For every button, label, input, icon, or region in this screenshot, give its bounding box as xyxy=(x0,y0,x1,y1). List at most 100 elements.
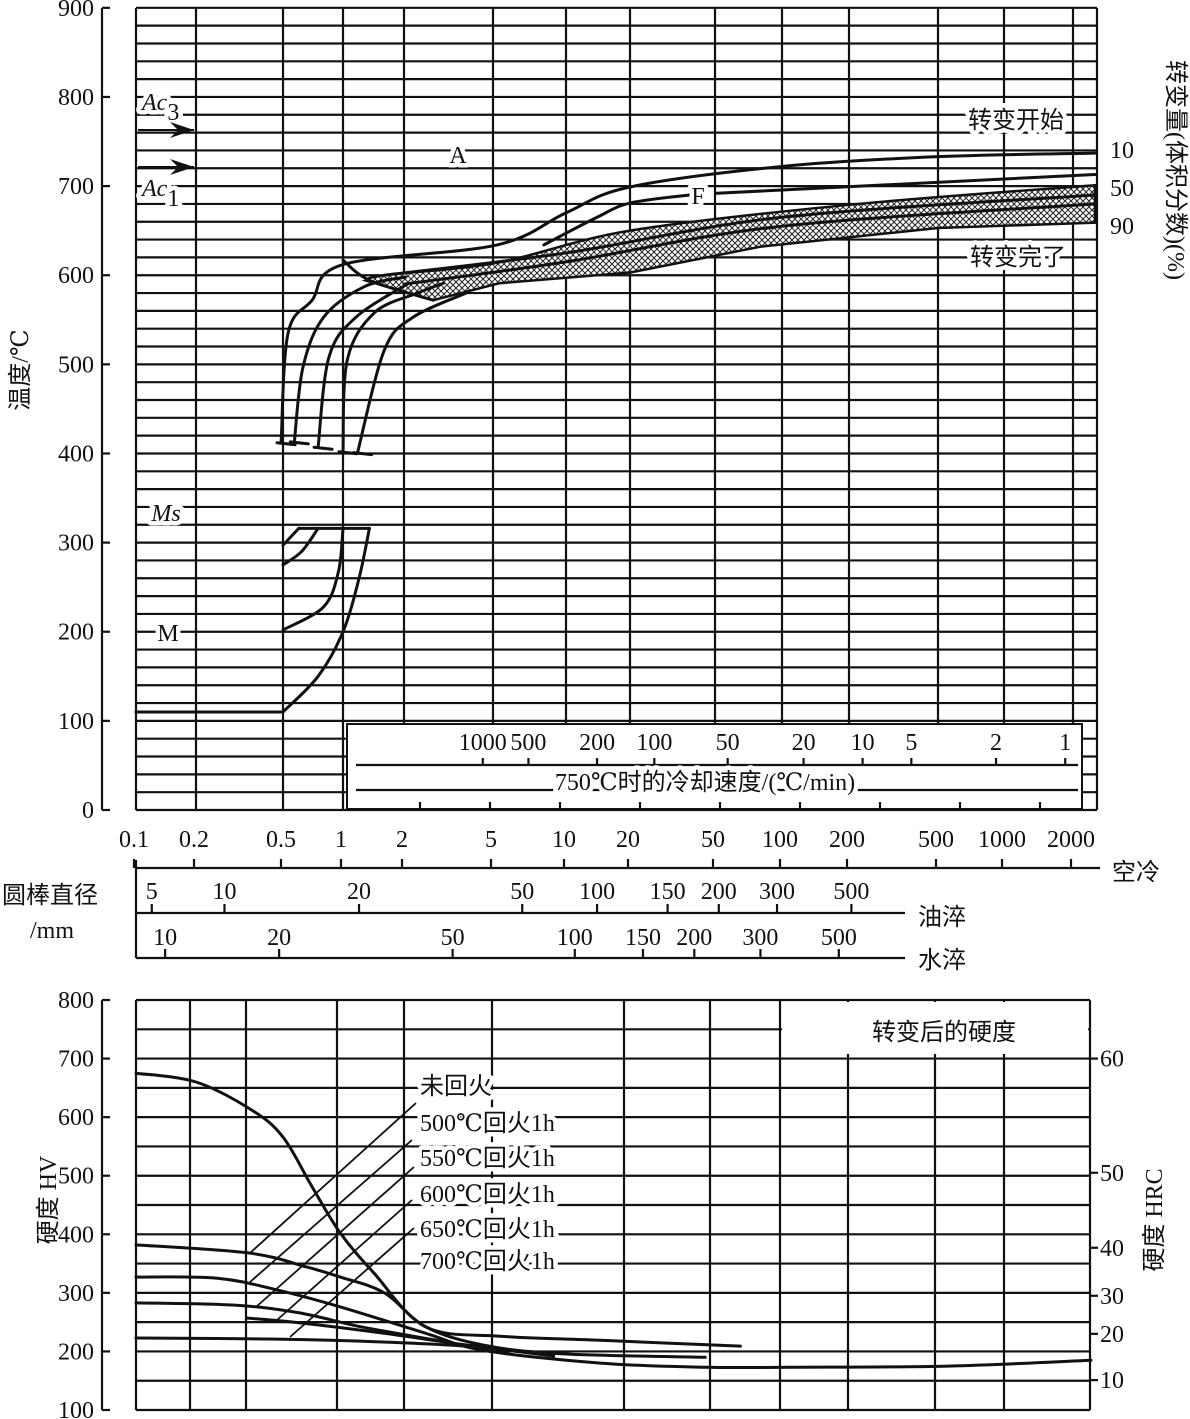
hardness-chart: 转变后的硬度 100 200 300 400 500 600 700 800 60 50 40 30 20… xyxy=(35,988,1168,1419)
hardness-curve-5 xyxy=(134,1336,556,1358)
cct-chart: 0 100 200 300 400 500 600 700 800 900 温度/℃ 转变量(体积分数… xyxy=(7,0,1189,824)
ac1-label: Ac1 xyxy=(140,176,179,212)
curve-ferrite-50-b xyxy=(715,173,1097,195)
curve-martensite-4 xyxy=(281,526,371,714)
scale-tick-label-air-cool: 500 xyxy=(918,827,954,853)
curve-end-tick xyxy=(312,445,334,451)
scale-tick-label-air-cool: 20 xyxy=(616,827,640,853)
scale-name-air-cool: 空冷 xyxy=(1112,859,1160,886)
scale-tick-label-air-cool: 200 xyxy=(829,827,865,853)
transformation-end-label: 转变完了 xyxy=(970,244,1066,271)
cooling-rate-tick-label: 10 xyxy=(851,730,875,756)
scale-tick-label-water-quench: 100 xyxy=(557,925,593,951)
cooling-rate-tick-label: 20 xyxy=(792,730,816,756)
scale-tick-label-air-cool: 0.5 xyxy=(266,827,296,853)
hv-tick-label: 700 xyxy=(58,1047,94,1073)
y-tick-label: 200 xyxy=(58,620,94,646)
hardness-curve-1 xyxy=(134,1243,707,1359)
scale-tick-label-oil-quench: 500 xyxy=(833,879,869,905)
hrc-axis-title: 硬度 HRC xyxy=(1141,1168,1168,1271)
scale-tick-label-oil-quench: 100 xyxy=(579,879,615,905)
diameter-scales: 0.1 0.2 0.5 1 2 5 10 20 50 100 200 500 1000 2000 5 10 20… xyxy=(2,827,1160,974)
legend-label: 500℃回火1h xyxy=(420,1111,555,1137)
cooling-rate-tick-label: 1 xyxy=(1059,730,1071,756)
curve-knee-line xyxy=(341,258,435,302)
hv-tick-label: 600 xyxy=(58,1105,94,1131)
curve-martensite-1 xyxy=(281,526,301,547)
scale-tick-label-air-cool: 10 xyxy=(552,827,576,853)
scale-tick-label-air-cool: 0.1 xyxy=(119,827,149,853)
scale-tick-label-oil-quench: 50 xyxy=(510,879,534,905)
y-tick-label: 900 xyxy=(58,0,94,22)
y-tick-label: 700 xyxy=(58,174,94,200)
cooling-rate-tick-label: 5 xyxy=(905,730,917,756)
hv-tick-label: 300 xyxy=(58,1281,94,1307)
curve-transformation-start-10 xyxy=(279,151,1097,445)
legend-leader-line xyxy=(249,1139,413,1283)
hrc-tick-label: 60 xyxy=(1100,1047,1124,1073)
cooling-rate-tick-label: 1000 xyxy=(459,730,507,756)
hv-tick-label: 200 xyxy=(58,1339,94,1365)
curve-cooling-5 xyxy=(356,291,468,455)
scale-tick-label-oil-quench: 20 xyxy=(347,879,371,905)
diameter-row-unit: /mm xyxy=(30,918,74,944)
hardness-curve-2 xyxy=(134,1275,1093,1370)
hrc-tick-label: 20 xyxy=(1100,1322,1124,1348)
legend-label: 600℃回火1h xyxy=(420,1182,555,1208)
hrc-tick-label: 10 xyxy=(1100,1368,1124,1394)
y-axis-title: 温度/℃ xyxy=(7,329,34,411)
scale-tick-label-water-quench: 50 xyxy=(441,925,465,951)
diameter-row-label: 圆棒直径 xyxy=(2,882,98,909)
title-box xyxy=(782,1002,1088,1054)
hv-axis-title: 硬度 HV xyxy=(35,1155,62,1244)
scale-tick-label-water-quench: 150 xyxy=(625,925,661,951)
curve-end-tick xyxy=(352,451,374,457)
hv-tick-label: 800 xyxy=(58,988,94,1014)
volume-fraction-label: 90 xyxy=(1110,214,1134,240)
y-tick-label: 400 xyxy=(58,441,94,467)
scale-tick-label-air-cool: 1 xyxy=(335,827,347,853)
curve-ferrite-50-a xyxy=(542,193,692,247)
scale-tick-label-air-cool: 50 xyxy=(701,827,725,853)
hv-tick-label: 100 xyxy=(58,1398,94,1419)
austenite-label: A xyxy=(449,143,467,169)
scale-tick-label-oil-quench: 200 xyxy=(701,879,737,905)
curve-end-tick xyxy=(288,440,310,446)
scale-tick-label-air-cool: 2 xyxy=(396,827,408,853)
curve-cooling-2 xyxy=(292,275,407,444)
y-tick-label: 300 xyxy=(58,531,94,557)
ferrite-label: F xyxy=(691,184,704,210)
cooling-rate-tick-label: 50 xyxy=(716,730,740,756)
hrc-tick-label: 50 xyxy=(1100,1161,1124,1187)
scale-tick-label-water-quench: 300 xyxy=(742,925,778,951)
scale-tick-label-oil-quench: 10 xyxy=(212,879,236,905)
hrc-tick-label: 30 xyxy=(1100,1284,1124,1310)
y-tick-label: 0 xyxy=(82,798,94,824)
transformation-start-label: 转变开始 xyxy=(968,107,1064,134)
volume-fraction-label: 50 xyxy=(1110,176,1134,202)
legend-leader-line xyxy=(249,1102,417,1254)
hardness-curve-0 xyxy=(134,1071,742,1348)
curve-end-tick xyxy=(275,441,297,447)
cooling-rate-tick-label: 2 xyxy=(990,730,1002,756)
y-tick-label: 500 xyxy=(58,352,94,378)
scale-name-oil-quench: 油淬 xyxy=(918,904,966,931)
cooling-rate-tick-label: 200 xyxy=(579,730,615,756)
y2-axis-title: 转变量(体积分数)(%) xyxy=(1162,60,1189,280)
curve-martensite-3 xyxy=(281,526,345,632)
y-tick-label: 800 xyxy=(58,85,94,111)
legend-leader-line xyxy=(276,1199,413,1321)
cooling-rate-tick-label: 100 xyxy=(636,730,672,756)
legend-leader-line xyxy=(255,1166,415,1308)
hv-tick-label: 400 xyxy=(58,1222,94,1248)
martensite-label: M xyxy=(157,621,178,647)
hrc-tick-label: 40 xyxy=(1100,1236,1124,1262)
scale-name-water-quench: 水淬 xyxy=(918,947,966,974)
legend-label: 550℃回火1h xyxy=(420,1146,555,1172)
scale-tick-label-water-quench: 10 xyxy=(153,925,177,951)
legend-label: 650℃回火1h xyxy=(420,1217,555,1243)
legend-label: 700℃回火1h xyxy=(420,1249,555,1275)
scale-tick-label-air-cool: 0.2 xyxy=(179,827,209,853)
scale-tick-label-air-cool: 1000 xyxy=(978,827,1026,853)
hardness-curve-3 xyxy=(134,1301,485,1350)
